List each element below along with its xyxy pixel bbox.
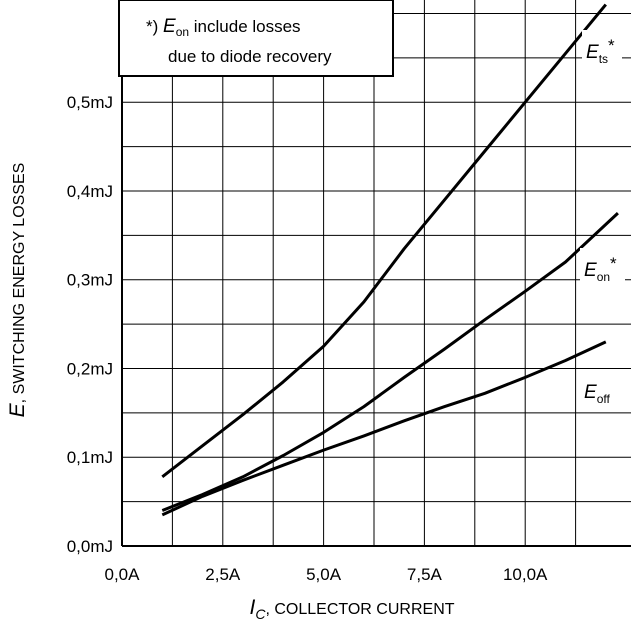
y-axis-title: E, SWITCHING ENERGY LOSSES [6,163,29,418]
series-label-suffix: * [608,36,615,55]
note-line1-rest: include losses [189,17,301,36]
series-label-symbol: E [586,42,599,63]
series-label-ets: Ets* [582,30,622,80]
y-tick-label: 0,4mJ [67,182,113,201]
note-symbol: E [163,16,176,37]
series-label-eoff: Eoff [580,370,625,412]
plot-background [122,0,631,546]
series-label-symbol: E [584,382,597,403]
y-tick-label: 0,3mJ [67,271,113,290]
series-label-eon: Eon* [580,248,625,290]
note-line-1: *) Eon include losses [146,16,301,39]
series-label-sub: on [597,270,610,284]
note-prefix: *) [146,17,163,36]
x-axis-text: , COLLECTOR CURRENT [265,601,454,618]
y-axis-symbol: E [6,402,29,417]
x-tick-label: 10,0A [503,565,548,584]
x-tick-label: 7,5A [407,565,443,584]
series-label-sub: ts [599,52,608,66]
note-line-2: due to diode recovery [168,47,332,66]
note-symbol-sub: on [176,25,189,39]
x-tick-label: 2,5A [205,565,241,584]
series-label-sub: off [597,392,611,406]
y-axis-text: , SWITCHING ENERGY LOSSES [11,163,28,404]
x-tick-label: 5,0A [306,565,342,584]
series-label-symbol: E [584,260,597,281]
note-box: *) Eon include losses due to diode recov… [119,0,393,76]
x-axis-title: IC, COLLECTOR CURRENT [249,596,454,622]
y-tick-label: 0,2mJ [67,359,113,378]
x-tick-label: 0,0A [105,565,141,584]
y-tick-label: 0,5mJ [67,93,113,112]
series-label-suffix: * [610,254,617,273]
y-tick-label: 0,0mJ [67,537,113,556]
y-tick-label: 0,1mJ [67,448,113,467]
